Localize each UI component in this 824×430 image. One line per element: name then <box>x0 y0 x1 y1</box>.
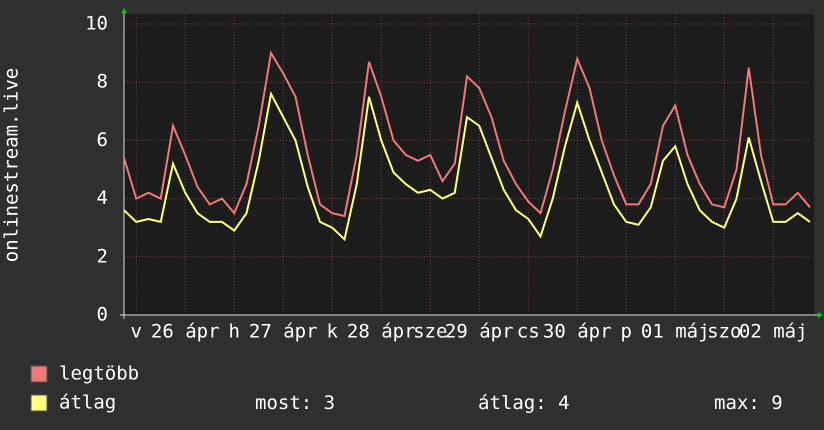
stat-value: 9 <box>771 392 782 414</box>
plot-background <box>124 14 814 315</box>
stat-label: átlag: <box>478 392 547 414</box>
x-tick-label: h <box>229 321 240 343</box>
y-tick-label: 2 <box>97 245 108 267</box>
x-tick-label: 01 máj <box>641 321 710 343</box>
series-line <box>123 90 811 242</box>
x-tick-label: p <box>621 321 632 343</box>
x-tick-label: 29 ápr <box>445 321 514 343</box>
series-line <box>123 50 811 218</box>
y-tick-label: 0 <box>97 304 108 326</box>
x-tick-label: cs <box>517 321 540 343</box>
x-tick-label: 27 ápr <box>249 321 318 343</box>
y-tick-label: 8 <box>97 71 108 93</box>
x-tick-label: sze <box>413 321 447 343</box>
x-tick-label: v <box>131 321 142 343</box>
stat-value: 4 <box>558 392 569 414</box>
stat-value: 3 <box>324 392 335 414</box>
legend-swatch <box>30 394 48 412</box>
legend-label: legtöbb <box>59 363 139 385</box>
axis-arrow <box>121 8 127 13</box>
stat: most: 3 <box>255 392 335 414</box>
y-tick-label: 10 <box>85 13 108 35</box>
x-tick-label: 02 máj <box>739 321 808 343</box>
x-tick-label: 28 ápr <box>347 321 416 343</box>
stat-label: most: <box>255 392 312 414</box>
stat-label: max: <box>714 392 760 414</box>
legend-swatch <box>30 365 48 383</box>
y-axis-label: onlinestream.live <box>1 68 23 262</box>
stat: átlag: 4 <box>478 392 570 414</box>
axis-arrow <box>818 312 823 318</box>
x-tick-label: 30 ápr <box>543 321 612 343</box>
legend-label: átlag <box>59 392 116 414</box>
y-tick-label: 6 <box>97 129 108 151</box>
stat: max: 9 <box>714 392 783 414</box>
y-tick-label: 4 <box>97 187 108 209</box>
x-tick-label: 26 ápr <box>151 321 220 343</box>
x-tick-label: szo <box>707 321 741 343</box>
x-tick-label: k <box>327 321 339 343</box>
